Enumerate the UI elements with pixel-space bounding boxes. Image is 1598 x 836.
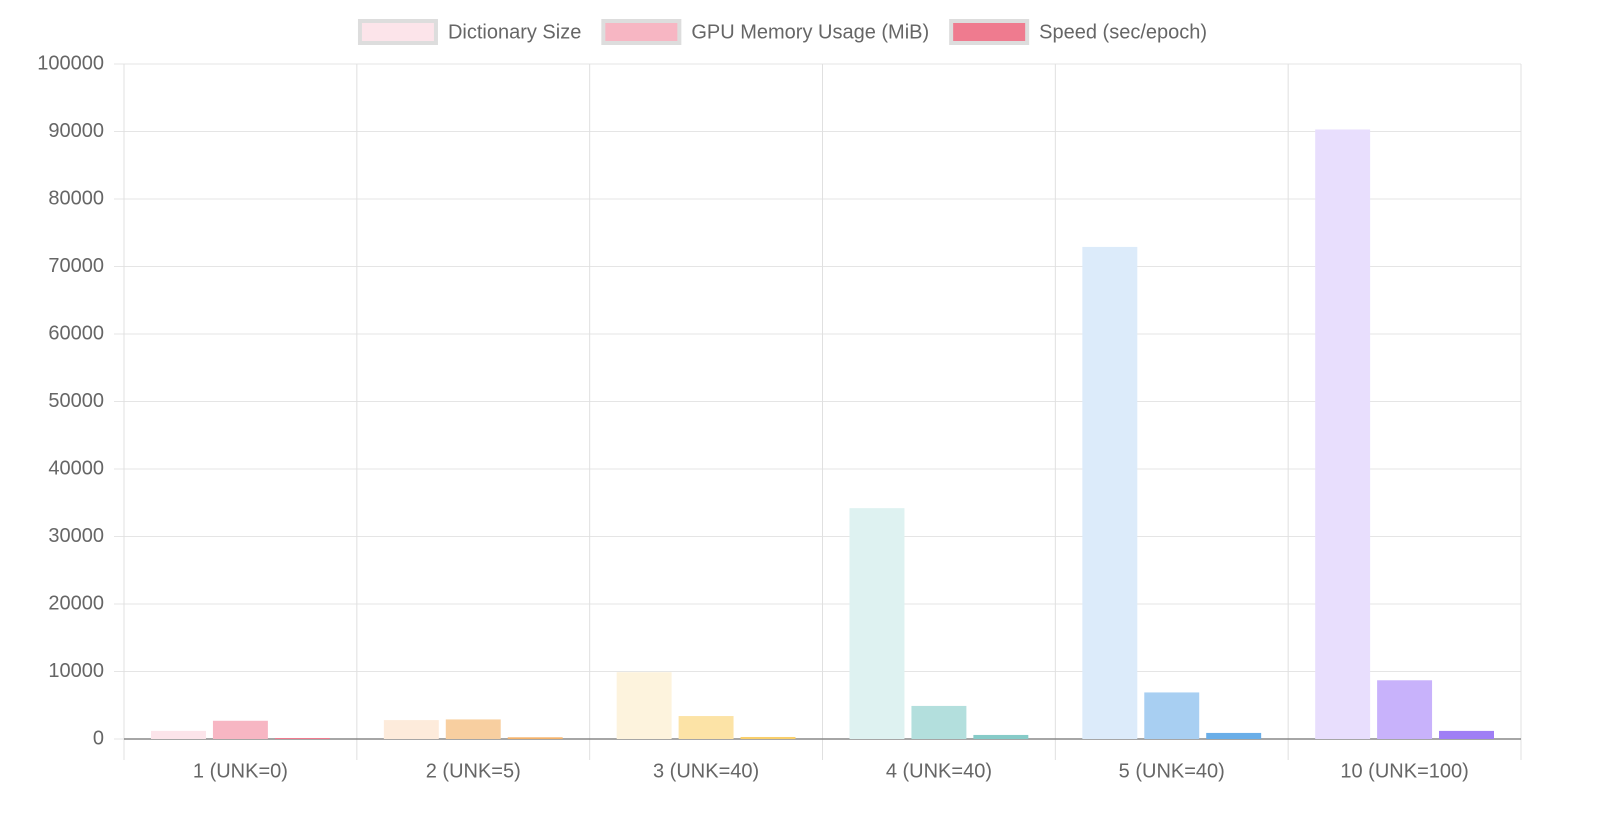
bar (678, 716, 734, 739)
y-tick-label: 70000 (48, 255, 104, 277)
bar (274, 737, 330, 739)
legend-label: GPU Memory Usage (MiB) (691, 21, 929, 43)
legend-label: Dictionary Size (448, 21, 581, 43)
y-tick-label: 80000 (48, 187, 104, 209)
y-tick-label: 40000 (48, 457, 104, 479)
bar (973, 734, 1029, 739)
y-tick-label: 100000 (37, 52, 104, 74)
legend: Dictionary Size GPU Memory Usage (MiB) Spe… (357, 19, 1207, 45)
bar (383, 720, 439, 739)
y-tick-label: 0 (93, 727, 104, 749)
bar (1082, 246, 1138, 740)
bar (1439, 730, 1494, 739)
legend-label: Speed (sec/epoch) (1039, 21, 1207, 43)
x-tick-label: 1 (UNK=0) (193, 760, 288, 782)
legend-swatch (601, 19, 682, 45)
x-tick-label: 10 (UNK=100) (1340, 760, 1468, 782)
bar (1377, 680, 1433, 739)
bar (911, 705, 967, 739)
legend-swatch (357, 19, 438, 45)
bar (507, 737, 563, 739)
y-tick-label: 60000 (48, 322, 104, 344)
bar (1144, 692, 1200, 739)
y-tick-label: 20000 (48, 592, 104, 614)
bar (212, 720, 268, 739)
x-tick-label: 3 (UNK=40) (653, 760, 759, 782)
bar (1206, 732, 1262, 739)
bar (151, 730, 206, 739)
x-tick-label: 5 (UNK=40) (1119, 760, 1225, 782)
y-tick-label: 90000 (48, 120, 104, 142)
bar (616, 672, 672, 739)
x-tick-label: 4 (UNK=40) (886, 760, 992, 782)
bar (1315, 129, 1371, 740)
bar (849, 508, 905, 739)
bar (740, 736, 796, 739)
x-tick-label: 2 (UNK=5) (426, 760, 521, 782)
bar (445, 719, 501, 739)
y-tick-label: 50000 (48, 390, 104, 412)
y-tick-label: 10000 (48, 660, 104, 682)
y-tick-label: 30000 (48, 525, 104, 547)
legend-swatch (949, 19, 1030, 45)
